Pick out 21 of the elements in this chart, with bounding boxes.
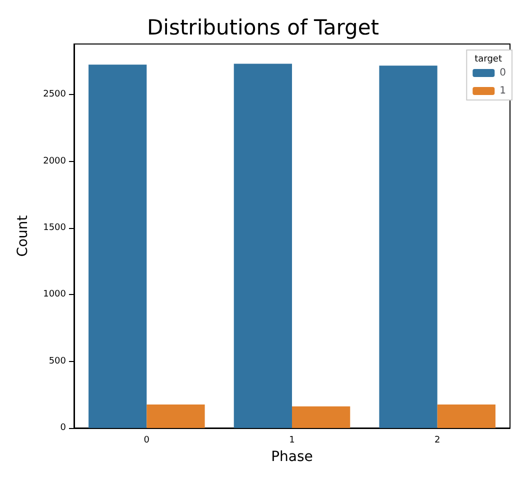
bar: [234, 64, 292, 428]
y-tick-label: 1000: [43, 290, 66, 300]
y-axis-title: Count: [15, 214, 31, 257]
y-tick-label: 500: [48, 356, 66, 366]
bar: [292, 406, 350, 428]
y-tick-label: 1500: [43, 223, 66, 233]
y-tick-label: 2500: [43, 90, 66, 100]
bar: [437, 404, 496, 428]
y-tick-label: 2000: [43, 156, 66, 166]
y-tick-label: 0: [60, 423, 66, 433]
bar: [146, 404, 205, 428]
legend-label: 0: [500, 68, 506, 78]
chart-title: Distributions of Target: [146, 16, 380, 40]
x-axis-title: Phase: [271, 449, 313, 465]
bar: [88, 64, 147, 428]
legend-title: target: [474, 54, 502, 64]
x-tick-label: 0: [144, 436, 150, 446]
x-tick-label: 2: [434, 436, 440, 446]
bar: [379, 66, 438, 428]
x-tick-label: 1: [289, 436, 295, 446]
legend-label: 1: [500, 86, 506, 96]
